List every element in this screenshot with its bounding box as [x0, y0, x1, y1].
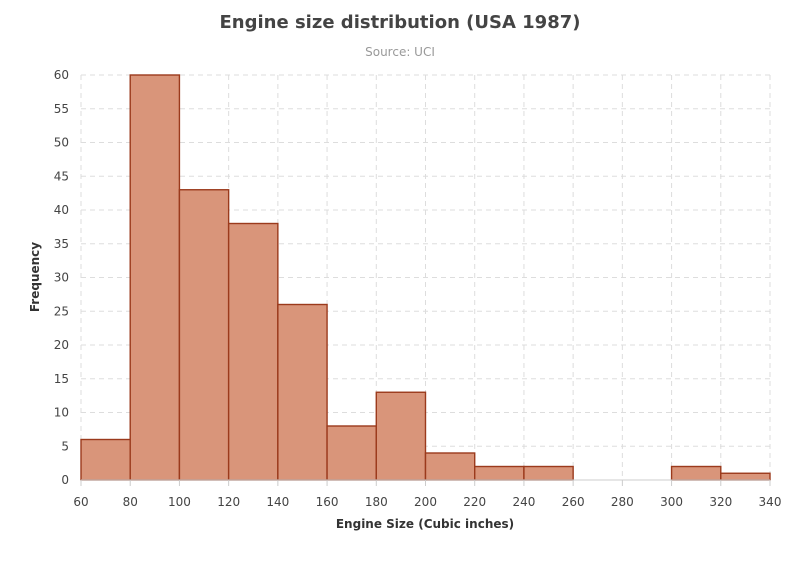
x-tick-label: 340 — [759, 495, 782, 509]
y-axis-title: Frequency — [28, 242, 42, 312]
histogram-bar[interactable] — [178, 189, 230, 481]
histogram-bar[interactable] — [326, 425, 377, 481]
x-tick-label: 160 — [316, 495, 339, 509]
histogram-bar[interactable] — [227, 222, 279, 481]
x-tick-label: 140 — [266, 495, 289, 509]
x-tick-label: 200 — [414, 495, 437, 509]
y-tick-label: 25 — [54, 304, 69, 318]
histogram-bar[interactable] — [277, 303, 328, 481]
histogram-bar[interactable] — [523, 465, 574, 481]
y-tick-label: 60 — [54, 68, 69, 82]
x-tick-label: 300 — [660, 495, 683, 509]
x-axis-title: Engine Size (Cubic inches) — [336, 517, 514, 531]
histogram-bar[interactable] — [375, 391, 427, 481]
axes-layer: 60 80 100 120 140 160 180 200 220 240 260 280 300 320… — [54, 68, 782, 509]
x-tick-label: 240 — [512, 495, 535, 509]
x-tick-label: 220 — [463, 495, 486, 509]
y-tick-label: 20 — [54, 338, 69, 352]
y-tick-label: 5 — [61, 439, 69, 453]
histogram-bar[interactable] — [474, 465, 525, 481]
histogram-bar[interactable] — [424, 452, 476, 481]
y-tick-label: 0 — [61, 473, 69, 487]
x-tick-label: 100 — [168, 495, 191, 509]
y-tick-label: 10 — [54, 406, 69, 420]
x-tick-label: 280 — [611, 495, 634, 509]
histogram-bar[interactable] — [670, 465, 722, 481]
x-tick-label: 260 — [562, 495, 585, 509]
x-tick-label: 80 — [123, 495, 138, 509]
y-tick-label: 50 — [54, 136, 69, 150]
y-tick-label: 30 — [54, 271, 69, 285]
x-tick-label: 60 — [73, 495, 88, 509]
histogram-bar[interactable] — [129, 74, 181, 481]
y-tick-label: 55 — [54, 102, 69, 116]
y-tick-label: 40 — [54, 203, 69, 217]
y-tick-label: 45 — [54, 169, 69, 183]
chart-subtitle: Source: UCI — [365, 45, 435, 59]
y-tick-label: 35 — [54, 237, 69, 251]
histogram-bar[interactable] — [80, 438, 131, 481]
x-tick-label: 180 — [365, 495, 388, 509]
bars-layer — [80, 74, 771, 481]
histogram-bar[interactable] — [720, 472, 771, 481]
y-tick-label: 15 — [54, 372, 69, 386]
x-tick-label: 120 — [217, 495, 240, 509]
chart-title: Engine size distribution (USA 1987) — [220, 12, 581, 33]
x-tick-label: 320 — [709, 495, 732, 509]
